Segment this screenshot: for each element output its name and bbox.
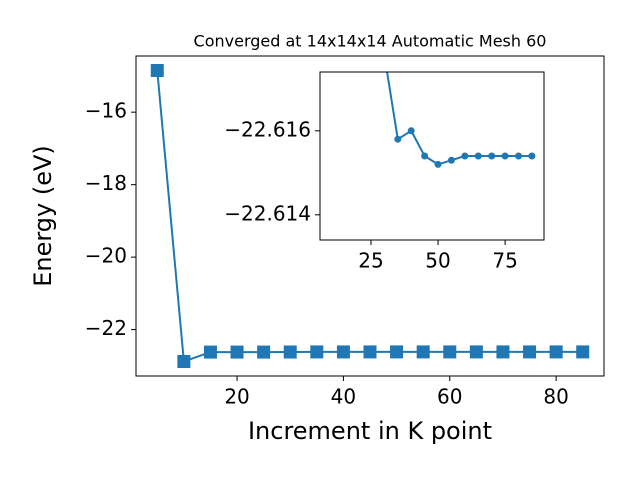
marker: [447, 156, 455, 164]
y-axis-label: Energy (eV): [29, 145, 57, 287]
marker: [523, 345, 537, 359]
marker: [443, 345, 457, 359]
marker: [469, 345, 483, 359]
marker: [461, 152, 469, 160]
marker: [515, 152, 523, 160]
plot-content: [150, 63, 590, 369]
marker: [283, 345, 297, 359]
marker: [474, 152, 482, 160]
y-tick-label: −20: [85, 244, 127, 268]
marker: [416, 345, 430, 359]
marker: [336, 345, 350, 359]
marker: [421, 152, 429, 160]
chart-title: Converged at 14x14x14 Automatic Mesh 60: [194, 32, 547, 51]
marker: [407, 127, 415, 135]
marker: [496, 345, 510, 359]
marker: [390, 345, 404, 359]
x-tick-label: 60: [437, 385, 462, 409]
marker: [150, 63, 164, 77]
y-tick-label: −16: [85, 99, 127, 123]
marker: [576, 345, 590, 359]
x-tick-label: 40: [331, 385, 356, 409]
marker: [501, 152, 509, 160]
marker: [549, 345, 563, 359]
y-tick-label: −22: [85, 316, 127, 340]
marker: [363, 345, 377, 359]
axes-frame: [135, 55, 605, 377]
x-tick-label: 50: [425, 249, 450, 273]
x-tick-label: 25: [358, 249, 383, 273]
x-tick-label: 75: [492, 249, 517, 273]
marker: [230, 345, 244, 359]
x-axis-label: Increment in K point: [248, 417, 492, 445]
marker: [257, 345, 271, 359]
axes-frame: [319, 71, 545, 241]
plot-content: [386, 72, 536, 168]
y-tick-label: −22.614: [224, 201, 311, 225]
marker: [528, 152, 536, 160]
marker: [488, 152, 496, 160]
x-tick-label: 80: [543, 385, 568, 409]
y-tick-label: −22.616: [224, 117, 311, 141]
y-tick-label: −18: [85, 171, 127, 195]
marker: [203, 345, 217, 359]
marker: [394, 135, 402, 143]
marker: [177, 355, 191, 369]
x-tick-label: 20: [224, 385, 249, 409]
marker: [310, 345, 324, 359]
marker: [434, 160, 442, 168]
